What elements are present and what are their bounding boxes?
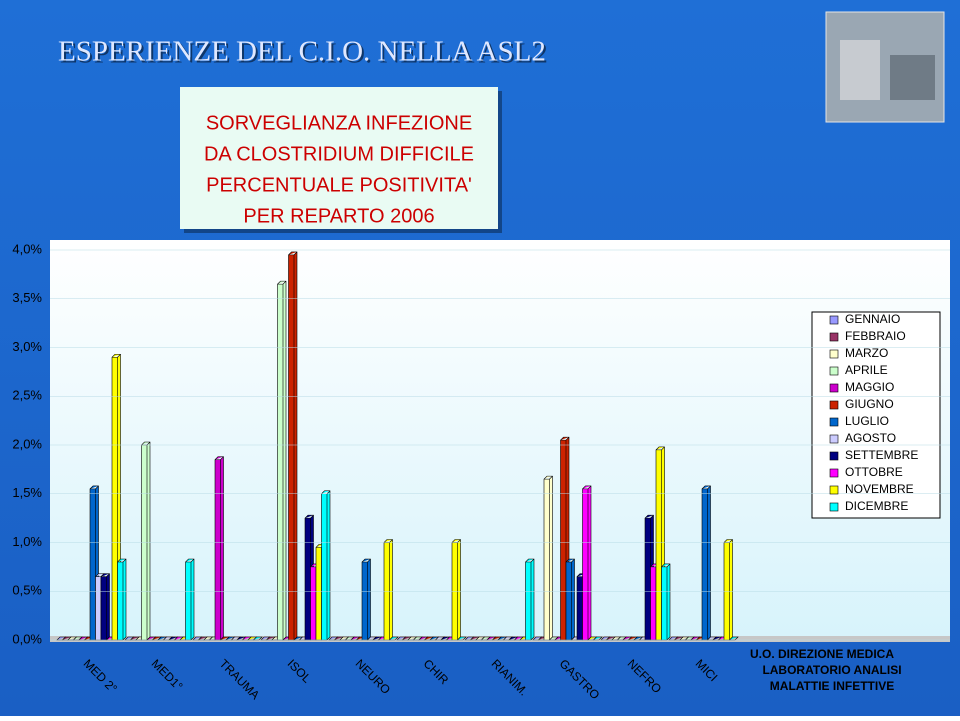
bar: [661, 563, 671, 641]
y-tick-label: 2,5%: [12, 388, 42, 403]
bar: [214, 456, 224, 641]
chart-title: SORVEGLIANZA INFEZIONE: [206, 112, 472, 134]
plot-area: [50, 240, 950, 640]
title-box: [180, 87, 498, 229]
y-tick-label: 1,0%: [12, 534, 42, 549]
footer-text: MALATTIE INFETTIVE: [770, 679, 894, 693]
legend-label: GENNAIO: [845, 312, 900, 326]
footer-text: LABORATORIO ANALISI: [762, 663, 901, 677]
bar: [451, 539, 461, 641]
photo-building: [840, 40, 880, 100]
bar: [100, 573, 110, 641]
chart-title: PERCENTUALE POSITIVITA': [206, 174, 472, 196]
legend-label: DICEMBRE: [845, 499, 908, 513]
legend-label: GIUGNO: [845, 397, 894, 411]
y-tick-label: 3,0%: [12, 339, 42, 354]
legend-label: FEBBRAIO: [845, 329, 906, 343]
legend-swatch: [829, 502, 839, 512]
y-tick-label: 2,0%: [12, 436, 42, 451]
bar: [117, 558, 127, 641]
legend-label: AGOSTO: [845, 431, 896, 445]
legend-swatch: [829, 366, 839, 376]
bar: [383, 539, 393, 641]
legend-swatch: [829, 383, 839, 393]
chart-title: PER REPARTO 2006: [243, 205, 434, 227]
legend-swatch: [829, 332, 839, 342]
bar: [565, 558, 575, 641]
legend-label: LUGLIO: [845, 414, 889, 428]
slide-header-shadow: ESPERIENZE DEL C.I.O. NELLA ASL2: [60, 38, 548, 70]
bar: [723, 539, 733, 641]
footer-text: U.O. DIREZIONE MEDICA: [750, 647, 894, 661]
bar: [185, 558, 195, 641]
legend-label: OTTOBRE: [845, 465, 903, 479]
y-tick-label: 3,5%: [12, 290, 42, 305]
slide-header: ESPERIENZE DEL C.I.O. NELLA ASL2: [58, 36, 546, 68]
y-tick-label: 4,0%: [12, 241, 42, 256]
bar: [141, 441, 151, 641]
legend-label: MARZO: [845, 346, 888, 360]
bar: [543, 475, 553, 641]
legend-swatch: [829, 400, 839, 410]
legend-swatch: [829, 434, 839, 444]
bar: [701, 485, 711, 641]
bar: [321, 490, 331, 641]
y-tick-label: 0,5%: [12, 583, 42, 598]
legend-label: SETTEMBRE: [845, 448, 918, 462]
bar: [525, 558, 535, 641]
legend-swatch: [829, 315, 839, 325]
y-tick-label: 0,0%: [12, 631, 42, 646]
legend-swatch: [829, 451, 839, 461]
legend-label: MAGGIO: [845, 380, 894, 394]
legend-swatch: [829, 485, 839, 495]
y-tick-label: 1,5%: [12, 485, 42, 500]
legend-swatch: [829, 468, 839, 478]
bar: [582, 485, 592, 641]
legend-label: APRILE: [845, 363, 888, 377]
legend-swatch: [829, 417, 839, 427]
chart-title: DA CLOSTRIDIUM DIFFICILE: [204, 143, 474, 165]
photo-building: [890, 55, 935, 100]
legend-swatch: [829, 349, 839, 359]
legend-label: NOVEMBRE: [845, 482, 914, 496]
plot: [56, 251, 739, 641]
bar: [277, 280, 287, 641]
legend-box: [811, 311, 941, 519]
bar: [361, 558, 371, 641]
bar: [288, 251, 298, 641]
